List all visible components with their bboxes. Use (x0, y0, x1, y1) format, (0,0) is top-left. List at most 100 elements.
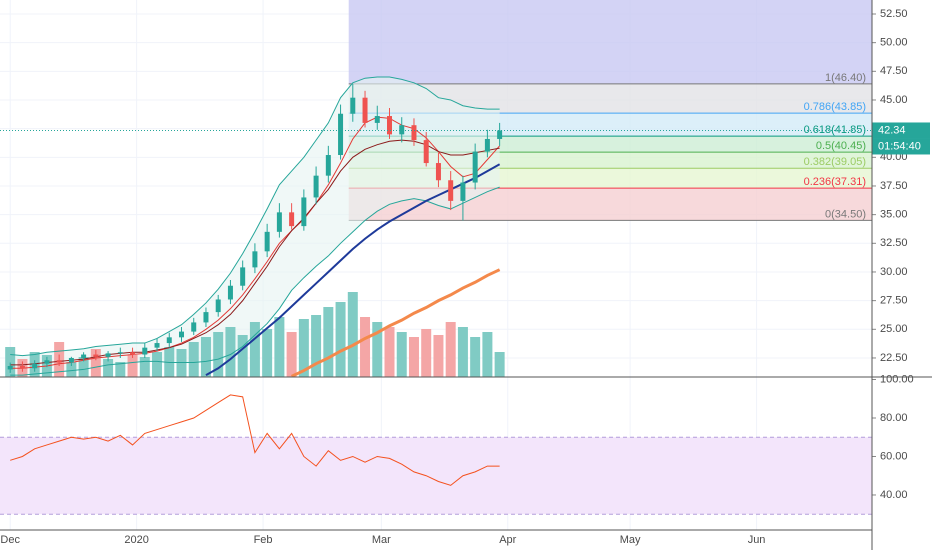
candle-body (32, 363, 38, 369)
volume-bar (360, 317, 371, 377)
volume-bar (139, 357, 150, 377)
fib-label: 0.786(43.85) (804, 101, 866, 113)
rsi-line (10, 394, 500, 486)
candle-body (325, 155, 331, 176)
y-tick-label: 27.50 (880, 295, 908, 307)
x-tick-label: Apr (499, 534, 516, 546)
timer-box (872, 138, 930, 155)
candle-body (7, 365, 13, 370)
ma-line (290, 268, 501, 377)
y-tick-label: 45.00 (880, 94, 908, 106)
y-tick-label: 30.00 (880, 266, 908, 278)
volume-bar (127, 355, 138, 377)
volume-bar (372, 322, 383, 377)
volume-bar (66, 362, 77, 377)
candle-body (68, 357, 74, 363)
volume-bar (237, 335, 248, 377)
x-tick-label: Dec (0, 534, 20, 546)
volume-bar (213, 332, 224, 377)
candle-body (448, 180, 454, 201)
x-tick-label: May (620, 534, 641, 546)
candle-body (154, 343, 160, 348)
volume-bar (115, 362, 126, 377)
volume-bar (152, 352, 163, 377)
candle-body (497, 130, 503, 139)
price-pane (0, 0, 872, 377)
candle-body (387, 116, 393, 135)
candle-body (289, 212, 295, 227)
volume-bar (5, 347, 16, 377)
y-tick-label: 50.00 (880, 37, 908, 49)
candle-body (362, 97, 368, 123)
volume-bar (286, 332, 297, 377)
volume-bar (200, 337, 211, 377)
candle-body (240, 267, 246, 286)
rsi-pane (0, 377, 872, 530)
candle-body (411, 125, 417, 141)
ma-line (10, 116, 500, 369)
y-tick-label: 60.00 (880, 450, 908, 462)
candle-body (130, 352, 136, 355)
volume-bar (103, 359, 114, 377)
y-tick-label: 52.50 (880, 8, 908, 20)
candle-body (117, 352, 123, 354)
x-tick-label: Mar (372, 534, 391, 546)
fib-label: 0.5(40.45) (816, 140, 866, 152)
candle-body (142, 347, 148, 355)
volume-bar (470, 337, 481, 377)
y-tick-label: 32.50 (880, 237, 908, 249)
candle-body (203, 312, 209, 323)
volume-bar (188, 342, 199, 377)
ma-line (10, 139, 500, 366)
y-tick-label: 80.00 (880, 412, 908, 424)
rsi-band (0, 437, 872, 515)
candle-body (252, 251, 258, 268)
candle-body (423, 140, 429, 164)
fib-zone (348, 0, 872, 84)
volume-bar (323, 307, 334, 377)
y-tick-label: 37.50 (880, 180, 908, 192)
candle-body (484, 138, 490, 152)
fib-label: 0.382(39.05) (804, 156, 866, 168)
volume-bar (347, 292, 358, 377)
candle-body (435, 163, 441, 181)
x-tick-label: 2020 (124, 534, 148, 546)
candle-body (276, 212, 282, 232)
candle-body (81, 354, 87, 358)
volume-bar (274, 317, 285, 377)
y-tick-label: 100.00 (880, 373, 914, 385)
candle-body (338, 113, 344, 156)
candle-body (178, 331, 184, 338)
fib-label: 0(34.50) (825, 208, 866, 220)
volume-bar (433, 335, 444, 377)
x-tick-label: Feb (254, 534, 273, 546)
volume-bar (457, 327, 468, 377)
candle-body (227, 285, 233, 300)
candle-body (191, 322, 197, 332)
band-upper (10, 76, 500, 357)
volume-bar (421, 329, 432, 377)
candle-body (374, 116, 380, 123)
candle-body (44, 360, 50, 364)
timer-label: 01:54:40 (878, 140, 921, 152)
candle-body (19, 365, 25, 369)
volume-bar (298, 319, 309, 377)
volume-bar (384, 327, 395, 377)
y-tick-label: 35.00 (880, 209, 908, 221)
candle-body (460, 182, 466, 201)
volume-bar (311, 315, 322, 377)
volume-bar (494, 352, 505, 377)
volume-bar (225, 327, 236, 377)
candle-body (399, 125, 405, 135)
candle-body (472, 151, 478, 183)
candle-body (301, 197, 307, 227)
volume-bar (164, 347, 175, 377)
fib-label: 1(46.40) (825, 72, 866, 84)
candle-body (350, 97, 356, 114)
volume-bar (445, 322, 456, 377)
y-tick-label: 22.50 (880, 352, 908, 364)
band-fill (10, 77, 500, 376)
volume-bar (482, 332, 493, 377)
fib-label: 0.236(37.31) (804, 176, 866, 188)
